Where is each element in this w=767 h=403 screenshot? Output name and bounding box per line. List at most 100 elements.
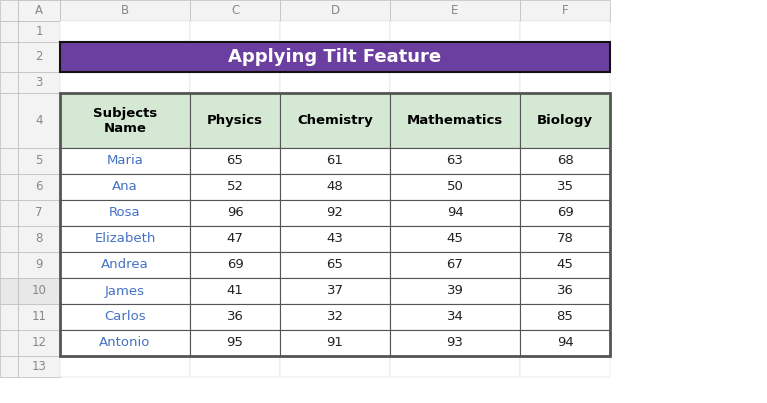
Bar [520,304,610,330]
Bar [60,174,190,200]
Bar [60,356,190,377]
Text: James: James [105,285,145,297]
Text: 69: 69 [226,258,243,272]
Bar [0,93,18,148]
Text: D: D [331,4,340,17]
Text: 7: 7 [35,206,43,220]
Bar [390,72,520,93]
Bar [520,304,610,330]
Bar [390,356,520,377]
Text: 8: 8 [35,233,43,245]
Bar [390,278,520,304]
Bar [280,226,390,252]
Bar [0,226,18,252]
Bar [60,304,190,330]
Bar [520,226,610,252]
Bar [520,93,610,148]
Bar [18,42,60,72]
Text: Antonio: Antonio [99,337,150,349]
Bar [18,21,60,42]
Text: 45: 45 [446,233,463,245]
Bar [390,278,520,304]
Text: 67: 67 [446,258,463,272]
Bar [190,304,280,330]
Bar [190,42,280,72]
Text: Mathematics: Mathematics [407,114,503,127]
Text: 78: 78 [557,233,574,245]
Bar [390,21,520,42]
Bar [390,93,520,148]
Bar [190,278,280,304]
Bar [190,21,280,42]
Bar [520,278,610,304]
Bar [520,72,610,93]
Bar [60,330,190,356]
Bar [390,174,520,200]
Bar [520,200,610,226]
Bar [520,356,610,377]
Text: 91: 91 [327,337,344,349]
Bar [60,252,190,278]
Bar [0,72,18,93]
Bar [190,174,280,200]
Bar [60,226,190,252]
Text: Chemistry: Chemistry [297,114,373,127]
Bar [60,93,610,356]
Text: 11: 11 [31,310,47,324]
Bar [520,0,610,21]
Text: 32: 32 [327,310,344,324]
Bar [60,72,190,93]
Bar [190,174,280,200]
Bar [60,330,190,356]
Text: Biology: Biology [537,114,593,127]
Bar [190,252,280,278]
Text: 41: 41 [226,285,243,297]
Bar [190,93,280,148]
Bar [390,304,520,330]
Bar [280,174,390,200]
Bar [60,71,610,73]
Bar [60,0,190,21]
Text: Applying Tilt Feature: Applying Tilt Feature [229,48,442,66]
Text: 39: 39 [446,285,463,297]
Bar [280,72,390,93]
Bar [520,330,610,356]
Text: 65: 65 [327,258,344,272]
Bar [520,174,610,200]
Bar [280,0,390,21]
Bar [390,252,520,278]
Bar [390,148,520,174]
Bar [60,200,190,226]
Text: 94: 94 [446,206,463,220]
Bar [390,252,520,278]
Bar [520,42,610,72]
Text: Elizabeth: Elizabeth [94,233,156,245]
Bar [280,252,390,278]
Bar [520,226,610,252]
Text: Ana: Ana [112,181,138,193]
Text: 43: 43 [327,233,344,245]
Bar [18,278,60,304]
Text: 65: 65 [226,154,243,168]
Bar [60,21,190,42]
Bar [280,278,390,304]
Text: 36: 36 [557,285,574,297]
Bar [18,93,60,148]
Bar [390,174,520,200]
Text: A: A [35,4,43,17]
Bar [280,304,390,330]
Bar [0,278,18,304]
Bar [60,42,190,72]
Bar [60,252,190,278]
Bar [190,226,280,252]
Text: 61: 61 [327,154,344,168]
Bar [18,0,60,21]
Bar [520,148,610,174]
Bar [60,93,190,148]
Bar [0,252,18,278]
Bar [0,0,18,21]
Text: Physics: Physics [207,114,263,127]
Text: 34: 34 [446,310,463,324]
Bar [280,226,390,252]
Bar [280,200,390,226]
